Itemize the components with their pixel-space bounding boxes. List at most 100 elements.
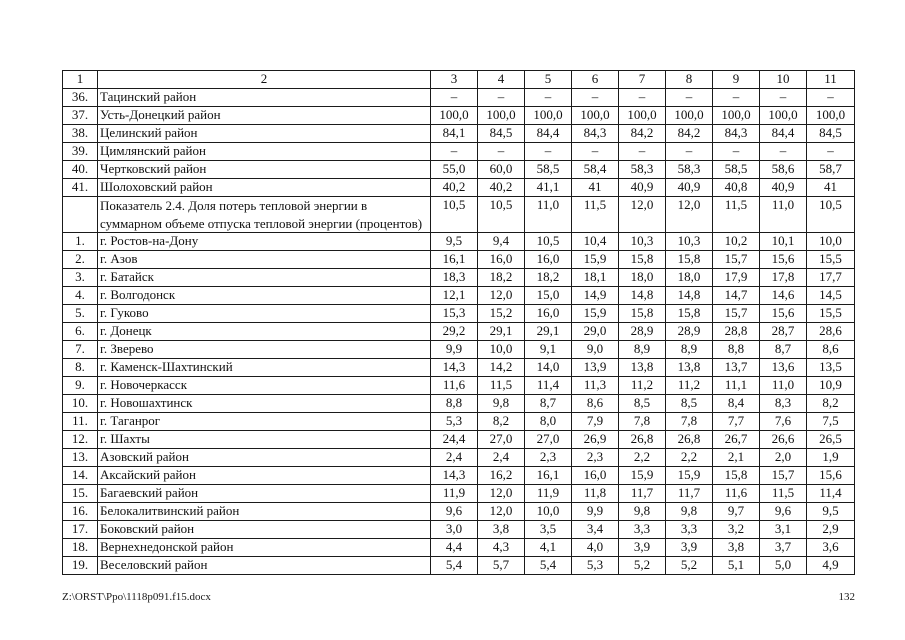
value-cell: 28,7 [759,322,807,341]
value-cell: 15,7 [712,304,760,323]
value-cell: 100,0 [712,106,760,125]
value-cell: 100,0 [618,106,666,125]
value-cell: 58,5 [712,160,760,179]
value-cell: 9,6 [430,502,478,521]
value-cell: 15,9 [571,304,619,323]
value-cell: 9,5 [806,502,855,521]
table-row: 40. Чертковский район 55,0 60,0 58,5 58,4 58,3… [62,160,855,179]
column-header: 4 [477,70,525,89]
value-cell: – [759,88,807,107]
value-cell: 11,6 [712,484,760,503]
value-cell: 11,5 [759,484,807,503]
value-cell: 3,7 [759,538,807,557]
value-cell: 8,6 [571,394,619,413]
value-cell: 8,5 [665,394,713,413]
value-cell: 10,2 [712,232,760,251]
value-cell: 84,4 [524,124,572,143]
value-cell: 3,9 [618,538,666,557]
value-cell: 16,1 [430,250,478,269]
value-cell: 15,8 [618,250,666,269]
value-cell: 15,8 [665,304,713,323]
value-cell: – [618,88,666,107]
value-cell: 10,4 [571,232,619,251]
value-cell: 9,8 [618,502,666,521]
table-row: 37. Усть-Донецкий район 100,0 100,0 100,0 100… [62,106,855,125]
value-cell: – [477,88,525,107]
row-number-cell: 19. [62,556,98,575]
value-cell: – [524,142,572,161]
table-row: 13. Азовский район 2,4 2,4 2,3 2,3 2,2 2,2 2,1 2,… [62,448,855,467]
value-cell: 7,8 [665,412,713,431]
value-cell: 13,6 [759,358,807,377]
value-cell: 8,7 [759,340,807,359]
value-cell: 1,9 [806,448,855,467]
value-cell: 15,9 [618,466,666,485]
value-cell: 4,1 [524,538,572,557]
value-cell: 5,0 [759,556,807,575]
value-cell: 26,9 [571,430,619,449]
value-cell: 18,2 [477,268,525,287]
value-cell: 3,3 [618,520,666,539]
value-cell: 13,5 [806,358,855,377]
value-cell: 16,0 [524,304,572,323]
value-cell: 11,5 [712,196,760,233]
value-cell: 15,9 [665,466,713,485]
value-cell: 13,9 [571,358,619,377]
indicator-data-table: 1 2 3 4 5 6 7 8 9 10 11 36. Тацинский район – – – – – – – –… [62,70,855,575]
value-cell: 27,0 [477,430,525,449]
value-cell: 11,0 [759,376,807,395]
value-cell: 4,0 [571,538,619,557]
table-row: 6. г. Донецк 29,2 29,1 29,1 29,0 28,9 28,9 28,8 2… [62,322,855,341]
value-cell: 17,8 [759,268,807,287]
value-cell: 12,0 [477,502,525,521]
value-cell: 84,5 [477,124,525,143]
value-cell: 9,7 [712,502,760,521]
territory-name-cell: Веселовский район [97,556,431,575]
territory-name-cell: Тацинский район [97,88,431,107]
value-cell: 26,6 [759,430,807,449]
row-number-cell: 16. [62,502,98,521]
value-cell: 17,7 [806,268,855,287]
territory-name-cell: Показатель 2.4. Доля потерь тепловой эне… [97,196,431,233]
territory-name-cell: Чертковский район [97,160,431,179]
value-cell: 2,3 [571,448,619,467]
value-cell: 11,6 [430,376,478,395]
territory-name-cell: г. Гуково [97,304,431,323]
value-cell: 84,3 [712,124,760,143]
value-cell: 11,4 [524,376,572,395]
value-cell: 7,5 [806,412,855,431]
table-row: 36. Тацинский район – – – – – – – – – [62,88,855,107]
row-number-cell: 36. [62,88,98,107]
table-row: 18. Вернехнедонской район 4,4 4,3 4,1 4,0 3,9 3… [62,538,855,557]
value-cell: 8,9 [618,340,666,359]
value-cell: 18,0 [618,268,666,287]
value-cell: 84,4 [759,124,807,143]
value-cell: – [430,142,478,161]
value-cell: 60,0 [477,160,525,179]
value-cell: 15,6 [759,304,807,323]
territory-name-cell: г. Каменск-Шахтинский [97,358,431,377]
territory-name-cell: г. Донецк [97,322,431,341]
value-cell: 11,1 [712,376,760,395]
value-cell: 18,3 [430,268,478,287]
value-cell: – [571,142,619,161]
row-number-cell [62,196,98,233]
territory-name-cell: г. Азов [97,250,431,269]
value-cell: 58,3 [665,160,713,179]
value-cell: 40,2 [430,178,478,197]
value-cell: 3,5 [524,520,572,539]
value-cell: 8,0 [524,412,572,431]
value-cell: 100,0 [665,106,713,125]
value-cell: 5,4 [524,556,572,575]
value-cell: 2,9 [806,520,855,539]
value-cell: 15,2 [477,304,525,323]
table-row: 17. Боковский район 3,0 3,8 3,5 3,4 3,3 3,3 3,2 3… [62,520,855,539]
row-number-cell: 3. [62,268,98,287]
table-row: 16. Белокалитвинский район 9,6 12,0 10,0 9,9 9… [62,502,855,521]
value-cell: 9,6 [759,502,807,521]
column-header: 10 [759,70,807,89]
value-cell: 10,5 [477,196,525,233]
value-cell: 5,3 [430,412,478,431]
table-row: 41. Шолоховский район 40,2 40,2 41,1 41 40,9 40… [62,178,855,197]
territory-name-cell: Багаевский район [97,484,431,503]
